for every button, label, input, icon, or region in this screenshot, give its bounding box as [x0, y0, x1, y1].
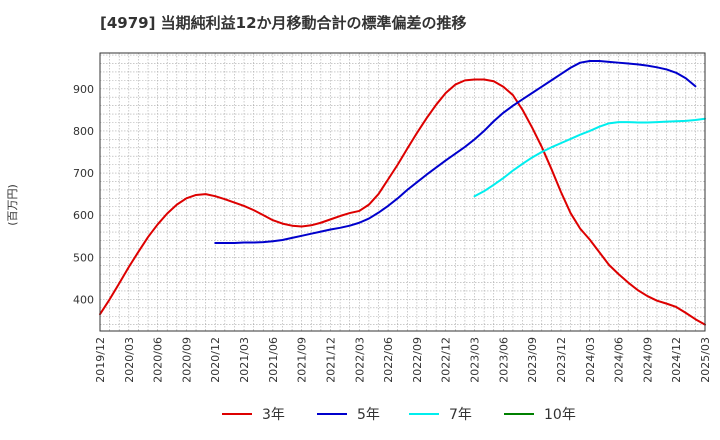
x-tick-label: 2020/12 — [209, 337, 222, 383]
x-tick-label: 2020/03 — [123, 337, 136, 383]
y-tick-label: 900 — [73, 83, 94, 96]
x-tick-label: 2023/03 — [469, 337, 482, 383]
x-tick-label: 2023/09 — [526, 337, 539, 383]
horizontal-gridlines — [100, 54, 705, 325]
x-tick-label: 2023/12 — [555, 337, 568, 383]
legend: 3年 5年 7年 10年 — [222, 407, 576, 423]
legend-label: 3年 — [262, 407, 285, 423]
chart-title: [4979] 当期純利益12か月移動合計の標準偏差の推移 — [100, 14, 467, 32]
y-tick-label: 600 — [73, 209, 94, 222]
y-tick-label: 700 — [73, 167, 94, 180]
x-tick-label: 2022/06 — [382, 337, 395, 383]
plot-frame — [99, 52, 706, 332]
series-line-3年 — [99, 78, 706, 326]
series-line-5年 — [214, 60, 697, 244]
x-tick-label: 2022/12 — [440, 337, 453, 383]
legend-label: 5年 — [357, 407, 380, 423]
y-tick-label: 500 — [73, 251, 94, 264]
x-tick-label: 2022/09 — [411, 337, 424, 383]
x-tick-label: 2024/06 — [613, 337, 626, 383]
x-axis-tick-labels: 2019/12 2020/03 2020/06 2020/09 2020/12 2021/… — [94, 337, 712, 383]
x-tick-label: 2024/12 — [670, 337, 683, 383]
y-tick-label: 400 — [73, 293, 94, 306]
vertical-gridlines — [109, 53, 696, 331]
legend-label: 7年 — [449, 407, 472, 423]
plot-background — [100, 53, 705, 331]
x-tick-label: 2023/06 — [497, 337, 510, 383]
legend-label: 10年 — [544, 407, 576, 423]
x-tick-label: 2021/03 — [238, 337, 251, 383]
x-tick-label: 2019/12 — [94, 337, 107, 383]
x-tick-label: 2025/03 — [699, 337, 712, 383]
x-tick-label: 2024/09 — [641, 337, 654, 383]
x-tick-label: 2021/12 — [324, 337, 337, 383]
x-tick-label: 2021/09 — [296, 337, 309, 383]
x-tick-label: 2021/06 — [267, 337, 280, 383]
series-lines — [99, 60, 706, 326]
series-line-7年 — [473, 117, 706, 198]
y-tick-label: 800 — [73, 125, 94, 138]
y-axis-tick-labels: 400 500 600 700 800 900 — [73, 83, 94, 307]
y-axis-label: (百万円) — [6, 184, 19, 226]
x-tick-label: 2020/06 — [152, 337, 165, 383]
x-tick-label: 2024/03 — [584, 337, 597, 383]
x-tick-label: 2022/03 — [353, 337, 366, 383]
x-tick-label: 2020/09 — [180, 337, 193, 383]
